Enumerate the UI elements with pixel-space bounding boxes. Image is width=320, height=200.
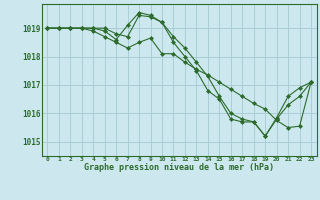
- X-axis label: Graphe pression niveau de la mer (hPa): Graphe pression niveau de la mer (hPa): [84, 163, 274, 172]
